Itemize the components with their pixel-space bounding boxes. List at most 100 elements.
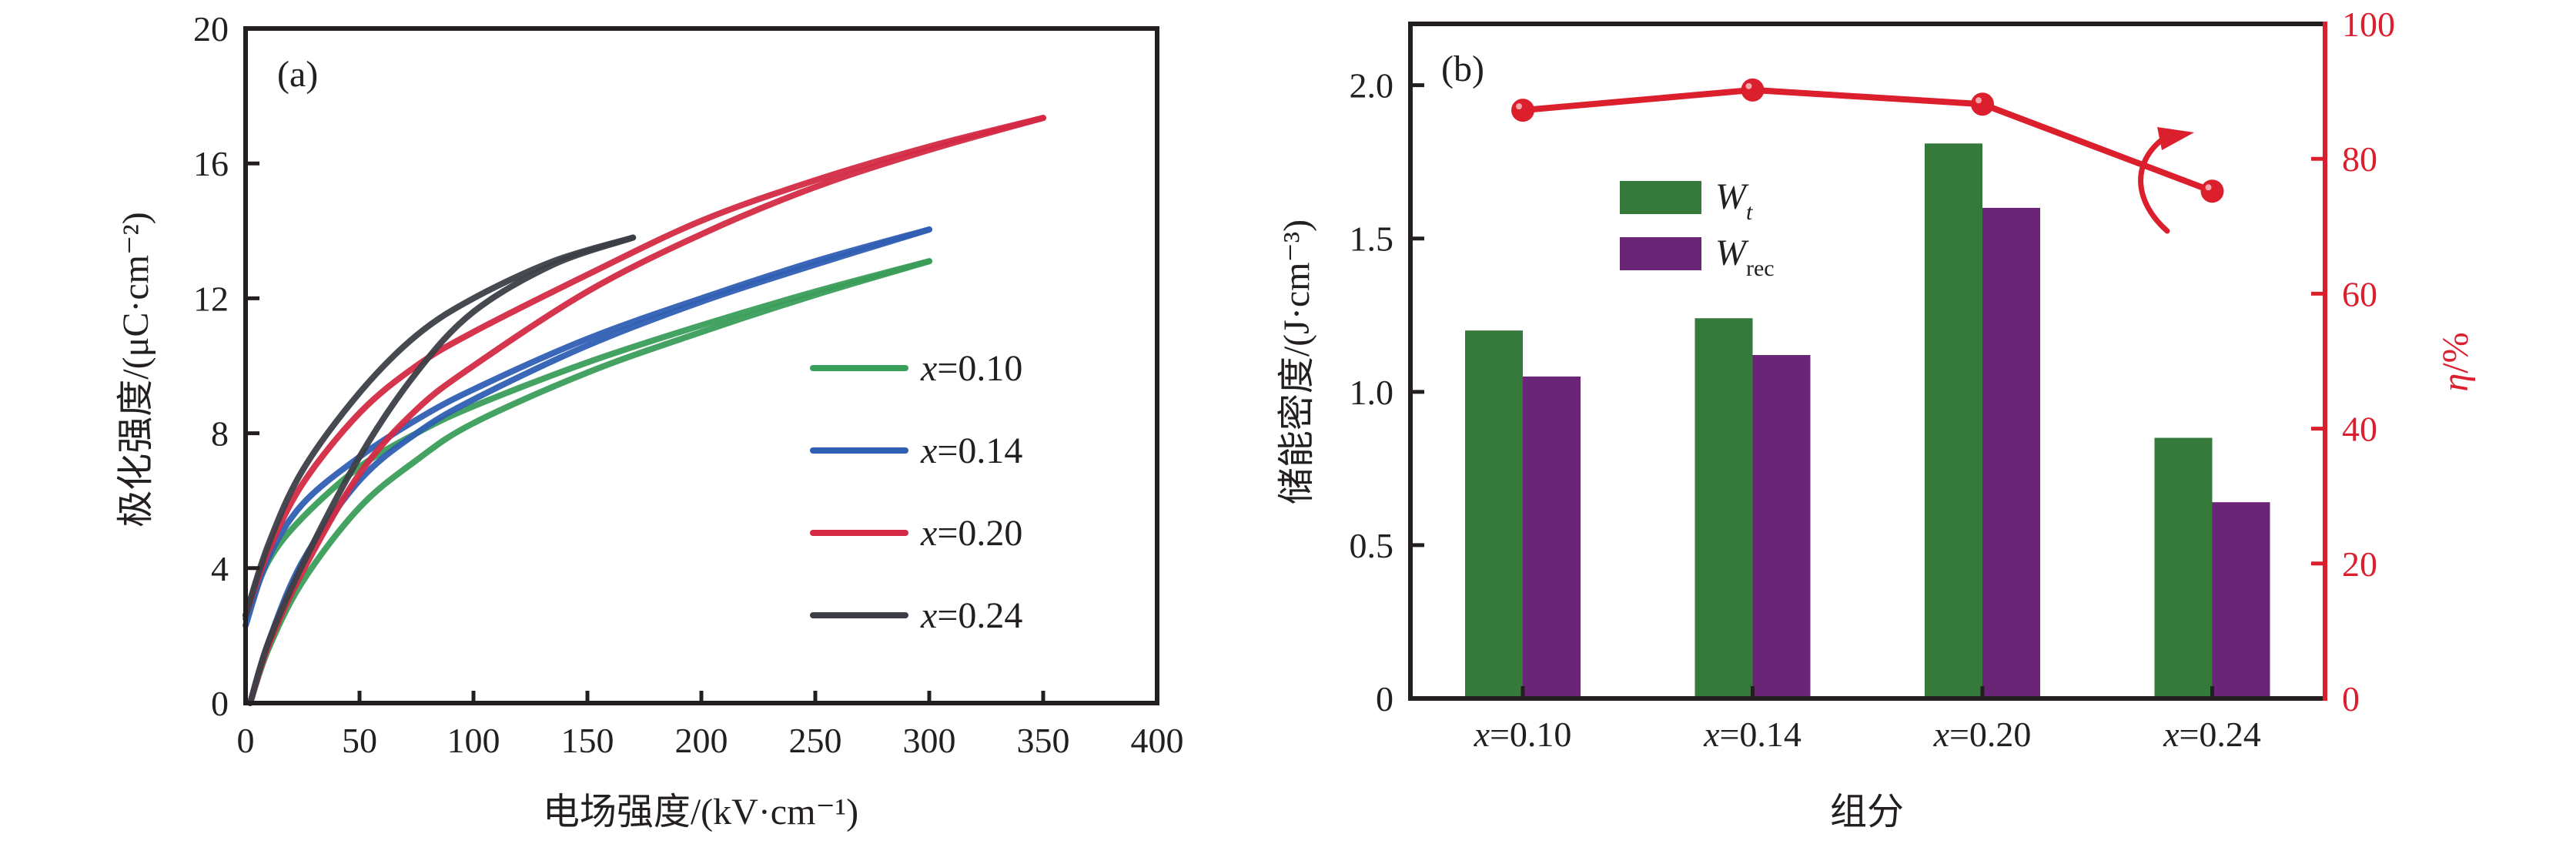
- y-tick-label: 0: [211, 684, 229, 723]
- legend-item: x=0.24: [810, 595, 1022, 636]
- y2-tick-label: 80: [2342, 139, 2377, 179]
- legend-sub: t: [1746, 199, 1753, 225]
- b-right-axis-var: η: [2435, 373, 2476, 392]
- legend-item: x=0.14: [810, 430, 1022, 471]
- x-tick-label: 100: [447, 721, 500, 760]
- category-var: x: [1474, 715, 1490, 754]
- pe-charge-branch: [246, 258, 932, 706]
- y2-tick-label: 40: [2342, 410, 2377, 449]
- pe-discharge-branch: [243, 226, 932, 629]
- efficiency-point: [2200, 179, 2224, 203]
- legend-label: x=0.24: [920, 595, 1022, 636]
- bar-wrec: [1752, 355, 1811, 698]
- y2-tick-label: 100: [2342, 5, 2395, 44]
- efficiency-point: [1741, 78, 1765, 102]
- legend-label: Wrec: [1715, 233, 1775, 281]
- b-y-axis-title: 储能密度/(J·cm⁻³): [1276, 219, 1317, 504]
- legend-main: W: [1715, 176, 1749, 217]
- x-tick-label: 150: [561, 721, 614, 760]
- pe-discharge-branch: [243, 258, 932, 622]
- x-tick-label: 250: [789, 721, 842, 760]
- legend-swatch: [1620, 237, 1701, 270]
- efficiency-marker: [1971, 92, 1994, 116]
- legend-item: x=0.20: [810, 513, 1022, 554]
- b-x-axis-title: 组分: [1830, 792, 1904, 832]
- legend-value: =0.20: [937, 513, 1022, 554]
- legend-var: x: [920, 430, 937, 471]
- category-var: x: [1933, 715, 1950, 754]
- b-category-ticks: x=0.10 x=0.14 x=0.20 x=0.24: [1474, 686, 2261, 754]
- bar-wrec: [1523, 376, 1581, 698]
- legend-var: x: [920, 595, 937, 636]
- legend-item: Wt: [1620, 176, 1753, 225]
- legend-value: =0.14: [937, 430, 1022, 471]
- efficiency-point: [1511, 99, 1534, 122]
- efficiency-line: [1522, 86, 2213, 194]
- marker-highlight: [1975, 97, 1982, 104]
- y-tick-label: 20: [193, 9, 229, 49]
- pe-loop-024: [243, 234, 637, 706]
- y-tick-label: 8: [211, 414, 229, 454]
- y2-tick-label: 60: [2342, 274, 2377, 313]
- legend-var: x: [920, 513, 937, 554]
- efficiency-marker: [1511, 99, 1534, 122]
- b-right-ticks: 0 20 40 60 80 100: [2311, 5, 2395, 718]
- category-var: x: [2163, 715, 2180, 754]
- legend-var: x: [920, 348, 937, 389]
- bar-wt: [1694, 318, 1753, 698]
- y-tick-label: 0: [1376, 679, 1393, 718]
- a-x-ticks: 0 50 100 150 200 250 300 350 400: [237, 691, 1184, 760]
- panel-a-tag: (a): [277, 54, 318, 95]
- pe-loop-010: [243, 258, 932, 706]
- bar-wt: [1465, 330, 1523, 698]
- bar-wrec: [1982, 207, 2040, 699]
- legend-value: =0.24: [937, 595, 1022, 636]
- b-bars: [1465, 143, 2270, 699]
- category-label: x=0.14: [1703, 715, 1802, 754]
- pe-loop-014: [243, 226, 932, 706]
- x-tick-label: 400: [1131, 721, 1184, 760]
- y2-tick-label: 0: [2342, 679, 2360, 718]
- category-label: x=0.10: [1474, 715, 1572, 754]
- a-legend: x=0.10x=0.14x=0.20x=0.24: [810, 348, 1022, 636]
- panel-a-chart: 0 50 100 150 200 250 300 350 400 0 4 8 12 16 20 (a) 电…: [115, 9, 1184, 832]
- category-label: x=0.20: [1933, 715, 2032, 754]
- category-label: x=0.24: [2163, 715, 2261, 754]
- y-tick-label: 16: [193, 144, 229, 183]
- b-efficiency-line: [1511, 78, 2224, 203]
- y-tick-label: 12: [193, 279, 229, 318]
- curved-arrow-icon: [2138, 127, 2194, 234]
- b-right-axis-title: η/%: [2435, 332, 2476, 391]
- legend-swatch: [1620, 181, 1701, 214]
- legend-label: Wt: [1715, 176, 1753, 225]
- b-left-ticks: 0 0.5 1.0 1.5 2.0: [1350, 66, 1424, 718]
- bar-wt: [1925, 143, 1982, 699]
- efficiency-marker: [1741, 78, 1765, 102]
- pe-discharge-branch: [243, 234, 637, 619]
- bar-wrec: [2212, 502, 2270, 698]
- pe-charge-branch: [246, 234, 637, 706]
- legend-item: x=0.10: [810, 348, 1022, 389]
- a-curves: [243, 115, 1046, 706]
- y-tick-label: 1.5: [1350, 219, 1394, 259]
- legend-label: x=0.14: [920, 430, 1022, 471]
- a-y-axis-title: 极化强度/(μC·cm⁻²): [115, 212, 156, 527]
- legend-main: W: [1715, 233, 1749, 273]
- marker-highlight: [2205, 184, 2212, 191]
- category-value: =0.14: [1719, 715, 1801, 754]
- legend-item: Wrec: [1620, 233, 1775, 281]
- legend-label: x=0.10: [920, 348, 1022, 389]
- x-tick-label: 50: [342, 721, 377, 760]
- x-tick-label: 300: [903, 721, 956, 760]
- category-var: x: [1703, 715, 1720, 754]
- marker-highlight: [1745, 82, 1752, 89]
- x-tick-label: 0: [237, 721, 255, 760]
- y-tick-label: 1.0: [1350, 373, 1394, 412]
- panel-b-tag: (b): [1441, 49, 1484, 89]
- a-y-ticks: 0 4 8 12 16 20: [193, 9, 259, 723]
- legend-sub: rec: [1746, 256, 1775, 281]
- pe-discharge-branch: [243, 115, 1046, 619]
- marker-highlight: [1516, 103, 1522, 110]
